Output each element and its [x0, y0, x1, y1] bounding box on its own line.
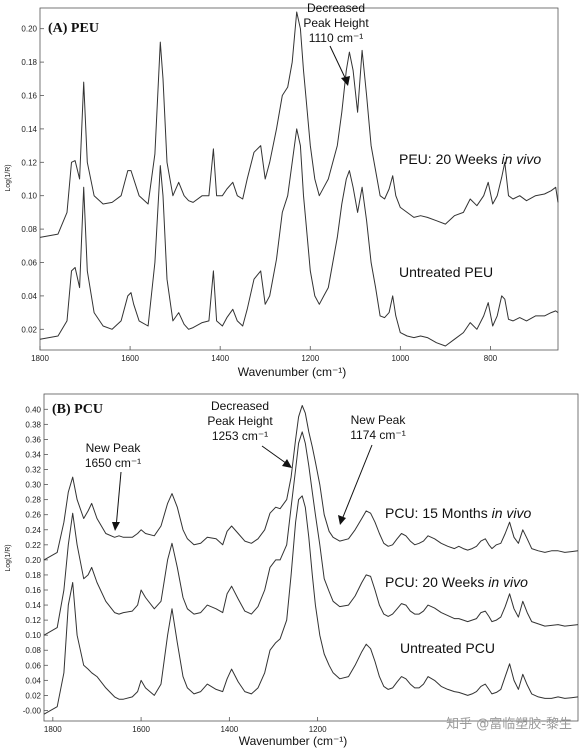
panel-a-frame: [39, 7, 559, 351]
panel-b-y-label: Log(1/R): [5, 544, 12, 571]
panel-b-title: (B) PCU: [52, 402, 103, 417]
spectrum-line-b-1: [43, 431, 579, 636]
x-tick-label: 1200: [301, 354, 319, 363]
panel-b-annotation-1253: Decreased Peak Height 1253 cm⁻¹: [207, 399, 292, 468]
panel-b: (B) PCU 1800 1600 1400 1200 -0.00 0.02 0.04 0.0…: [5, 393, 579, 748]
annotation-arrow: [340, 444, 373, 523]
x-tick-label: 1000: [391, 354, 409, 363]
x-tick-label: 1400: [220, 725, 238, 734]
y-tick-label: 0.14: [25, 601, 41, 610]
panel-b-series: [43, 405, 579, 715]
panel-a-series: [39, 11, 559, 347]
y-tick-label: 0.08: [21, 225, 37, 234]
x-tick-label: 1200: [309, 725, 327, 734]
y-tick-label: 0.10: [25, 631, 41, 640]
y-tick-label: 0.04: [21, 292, 37, 301]
x-tick-label: 800: [484, 354, 498, 363]
panel-a: (A) PEU 1800 1600 1400 1200 1000 800 0.02 0.04 0…: [5, 1, 559, 379]
y-tick-label: 0.12: [25, 616, 41, 625]
y-tick-label: 0.32: [25, 466, 41, 475]
panel-b-annotation-1174: New Peak 1174 cm⁻¹: [338, 413, 406, 525]
y-tick-label: 0.06: [25, 661, 41, 670]
annotation-line: Decreased: [307, 1, 365, 15]
y-tick-label: 0.18: [21, 58, 37, 67]
y-tick-label: 0.02: [25, 691, 41, 700]
panel-b-series-label-20-weeks: PCU: 20 Weeks in vivo: [385, 574, 528, 590]
y-tick-label: -0.00: [23, 706, 42, 715]
panel-a-title: (A) PEU: [48, 21, 99, 36]
annotation-arrowhead: [112, 522, 120, 531]
annotation-line: 1253 cm⁻¹: [212, 429, 268, 443]
x-tick-label: 1800: [44, 725, 62, 734]
spectrum-line-a-1: [39, 128, 559, 347]
y-tick-label: 0.12: [21, 158, 37, 167]
y-tick-label: 0.14: [21, 125, 37, 134]
x-tick-label: 1600: [121, 354, 139, 363]
y-tick-label: 0.18: [25, 571, 41, 580]
y-tick-label: 0.02: [21, 325, 37, 334]
y-tick-label: 0.36: [25, 435, 41, 444]
panel-a-series-label-untreated: Untreated PEU: [399, 264, 493, 280]
y-tick-label: 0.22: [25, 541, 41, 550]
y-tick-label: 0.10: [21, 192, 37, 201]
annotation-line: New Peak: [86, 441, 142, 455]
y-tick-label: 0.20: [21, 25, 37, 34]
annotation-arrowhead: [338, 515, 346, 525]
y-tick-label: 0.28: [25, 496, 41, 505]
y-tick-label: 0.16: [25, 586, 41, 595]
y-tick-label: 0.30: [25, 481, 41, 490]
x-tick-label: 1600: [132, 725, 150, 734]
panel-a-x-label: Wavenumber (cm⁻¹): [238, 365, 347, 379]
annotation-line: 1174 cm⁻¹: [350, 428, 405, 442]
annotation-line: Peak Height: [207, 414, 273, 428]
panel-b-series-label-untreated: Untreated PCU: [400, 640, 495, 656]
panel-b-x-label: Wavenumber (cm⁻¹): [239, 734, 348, 748]
annotation-arrowhead: [282, 459, 292, 468]
panel-b-annotation-1650: New Peak 1650 cm⁻¹: [85, 441, 142, 531]
panel-a-ticks: 1800 1600 1400 1200 1000 800 0.02 0.04 0.06 0.08 0…: [21, 25, 497, 363]
panel-a-series-label-20-weeks: PEU: 20 Weeks in vivo: [399, 151, 541, 167]
spectrum-line-b-2: [43, 495, 579, 715]
panel-b-series-label-15-months: PCU: 15 Months in vivo: [385, 505, 532, 521]
y-tick-label: 0.16: [21, 92, 37, 101]
y-tick-label: 0.38: [25, 420, 41, 429]
annotation-arrow: [115, 471, 122, 529]
spectrum-line-a-0: [39, 11, 559, 238]
annotation-line: New Peak: [351, 413, 407, 427]
y-tick-label: 0.34: [25, 450, 41, 459]
annotation-line: Peak Height: [303, 16, 369, 30]
panel-b-ticks: 1800 1600 1400 1200 -0.00 0.02 0.04 0.06 0.08 0.1…: [23, 405, 327, 734]
y-tick-label: 0.04: [25, 676, 41, 685]
y-tick-label: 0.20: [25, 556, 41, 565]
panel-a-annotation-1110: Decreased Peak Height 1110 cm⁻¹: [303, 1, 369, 86]
y-tick-label: 0.08: [25, 646, 41, 655]
x-tick-label: 1800: [31, 354, 49, 363]
y-tick-label: 0.06: [21, 259, 37, 268]
annotation-arrowhead: [341, 76, 350, 86]
watermark: 知乎 @富临塑胶-黎生: [446, 716, 572, 732]
panel-a-y-label: Log(1/R): [5, 164, 12, 191]
x-tick-label: 1400: [211, 354, 229, 363]
y-tick-label: 0.24: [25, 526, 41, 535]
annotation-line: 1650 cm⁻¹: [85, 456, 141, 470]
y-tick-label: 0.40: [25, 405, 41, 414]
annotation-line: 1110 cm⁻¹: [309, 31, 364, 45]
y-tick-label: 0.26: [25, 511, 41, 520]
spectrum-line-b-0: [43, 405, 579, 561]
annotation-line: Decreased: [211, 399, 269, 413]
